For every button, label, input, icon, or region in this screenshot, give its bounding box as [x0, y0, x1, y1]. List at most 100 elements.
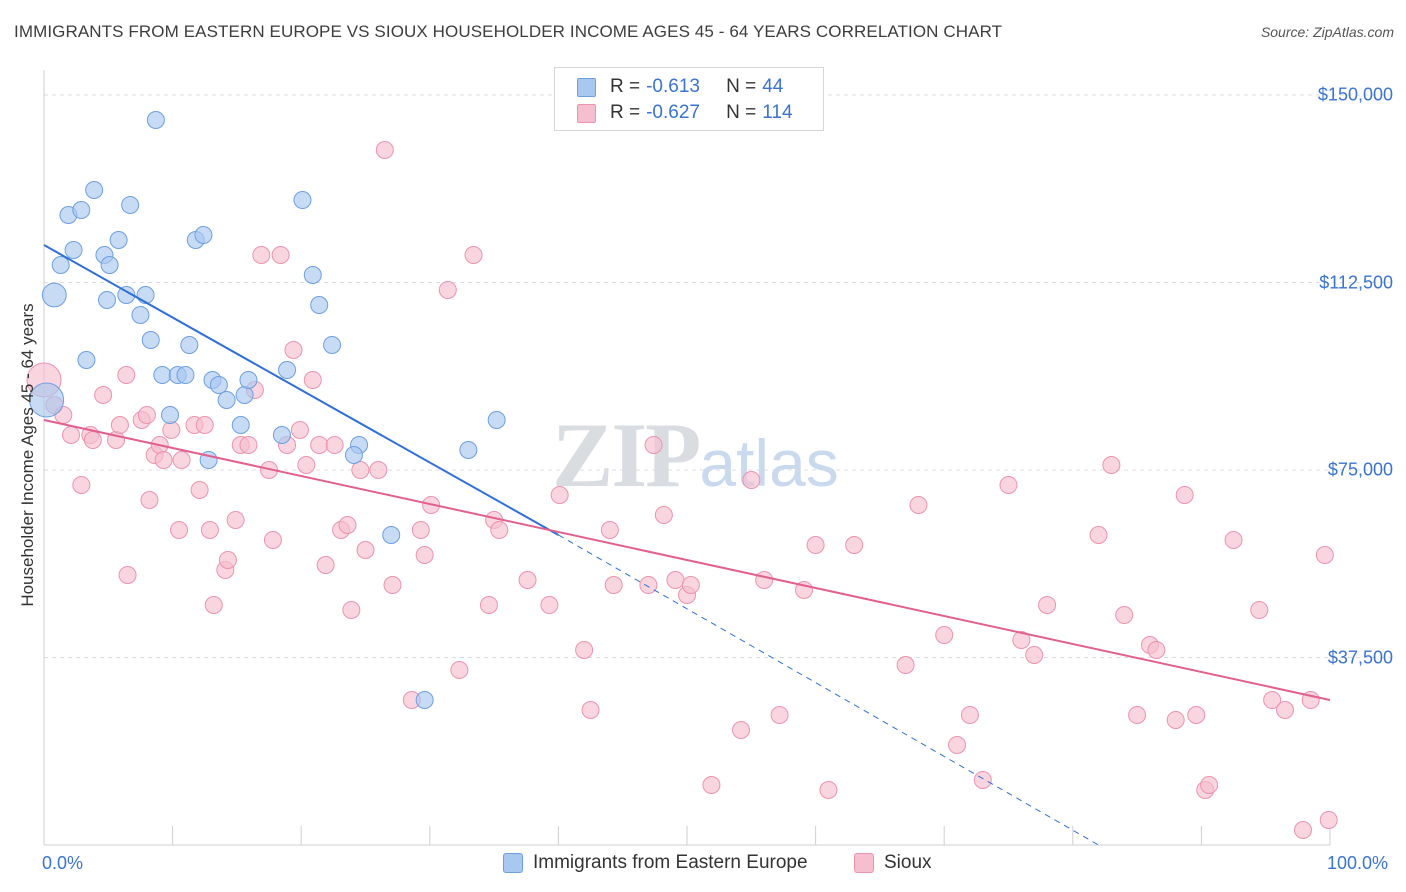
eastern-europe-point: [310, 296, 329, 314]
sioux-point: [118, 566, 137, 584]
sioux-point: [702, 776, 721, 794]
eastern-europe-point: [415, 691, 434, 709]
legend-n-label: N =: [726, 76, 757, 97]
bottom-legend-sioux: Sioux: [854, 852, 932, 874]
sioux-point: [342, 601, 361, 619]
eastern-europe-point: [176, 366, 195, 384]
sioux-point: [1224, 531, 1243, 549]
sioux-point: [356, 541, 375, 559]
chart-title: IMMIGRANTS FROM EASTERN EUROPE VS SIOUX …: [14, 22, 1003, 41]
legend-n-value: 44: [762, 76, 784, 97]
sioux-point: [383, 576, 402, 594]
eastern-europe-trendline: [43, 244, 559, 536]
sioux-point: [190, 481, 209, 499]
sioux-point: [200, 521, 219, 539]
sioux-point: [325, 436, 344, 454]
sioux-point: [316, 556, 335, 574]
eastern-europe-trendline-extension: [558, 534, 1099, 846]
eastern-europe-point: [382, 526, 401, 544]
sioux-point: [1089, 526, 1108, 544]
legend-r-label: R =: [610, 102, 641, 123]
eastern-europe-point: [487, 411, 506, 429]
eastern-europe-point: [109, 231, 128, 249]
legend-row-sioux: R = -0.627 N = 114: [577, 101, 793, 125]
sioux-point: [464, 246, 483, 264]
sioux-point: [550, 486, 569, 504]
legend-n-value: 114: [762, 102, 793, 123]
sioux-point: [1250, 601, 1269, 619]
sioux-point: [654, 506, 673, 524]
sioux-point: [644, 436, 663, 454]
sioux-point: [450, 661, 469, 679]
eastern-europe-point: [85, 181, 104, 199]
bottom-legend-swatch-blue: [503, 853, 523, 873]
sioux-point: [252, 246, 271, 264]
sioux-point: [1128, 706, 1147, 724]
bottom-legend-label: Sioux: [884, 852, 932, 873]
sioux-point: [960, 706, 979, 724]
sioux-point: [1315, 546, 1334, 564]
bottom-legend-swatch-pink: [854, 853, 874, 873]
bottom-legend-eastern-europe: Immigrants from Eastern Europe: [503, 852, 808, 874]
sioux-point: [369, 461, 388, 479]
sioux-point: [290, 421, 309, 439]
sioux-point: [375, 141, 394, 159]
sioux-point: [271, 246, 290, 264]
legend-r-value: -0.613: [646, 76, 700, 97]
y-tick-label: $37,500: [1327, 647, 1393, 667]
y-tick-label: $112,500: [1319, 272, 1393, 292]
eastern-europe-point: [303, 266, 322, 284]
eastern-europe-point: [77, 351, 96, 369]
watermark-atlas: atlas: [699, 426, 839, 500]
eastern-europe-point: [64, 241, 83, 259]
watermark: ZIPatlas: [552, 402, 839, 508]
sioux-point: [604, 576, 623, 594]
eastern-europe-point: [153, 366, 172, 384]
sioux-point: [140, 491, 159, 509]
eastern-europe-point: [136, 286, 155, 304]
sioux-point: [639, 576, 658, 594]
sioux-point: [62, 426, 81, 444]
legend-r-value: -0.627: [646, 102, 700, 123]
eastern-europe-point: [121, 196, 140, 214]
sioux-point: [1115, 606, 1134, 624]
sioux-point: [999, 476, 1018, 494]
legend-swatch-blue: [577, 77, 596, 97]
eastern-europe-point: [51, 256, 70, 274]
sioux-point: [575, 641, 594, 659]
sioux-point: [310, 436, 329, 454]
sioux-point: [110, 416, 129, 434]
eastern-europe-point: [272, 426, 291, 444]
sioux-point: [162, 421, 181, 439]
legend-row-eastern-europe: R = -0.613 N = 44: [577, 75, 783, 99]
sioux-point: [72, 476, 91, 494]
sioux-point: [1275, 701, 1294, 719]
eastern-europe-point: [98, 291, 117, 309]
sioux-point: [137, 406, 156, 424]
sioux-point: [935, 626, 954, 644]
sioux-point: [845, 536, 864, 554]
sioux-point: [1025, 646, 1044, 664]
eastern-europe-point: [344, 446, 363, 464]
sioux-point: [204, 596, 223, 614]
eastern-europe-point: [239, 371, 258, 389]
legend-swatch-pink: [577, 103, 596, 123]
eastern-europe-point: [29, 382, 65, 418]
correlation-legend: R = -0.613 N = 44 R = -0.627 N = 114: [554, 67, 824, 131]
sioux-point: [770, 706, 789, 724]
eastern-europe-point: [217, 391, 236, 409]
x-tick-label-min: 0.0%: [42, 853, 84, 873]
eastern-europe-point: [141, 331, 160, 349]
sioux-point: [732, 721, 751, 739]
eastern-europe-point: [72, 201, 91, 219]
eastern-europe-point: [41, 282, 67, 308]
eastern-europe-point: [117, 286, 136, 304]
sioux-point: [218, 551, 237, 569]
y-tick-label: $75,000: [1327, 459, 1393, 480]
sioux-point: [1166, 711, 1185, 729]
sioux-point: [1293, 821, 1312, 839]
sioux-point: [303, 371, 322, 389]
sioux-point: [1102, 456, 1121, 474]
sioux-point: [226, 511, 245, 529]
y-axis-label: Householder Income Ages 45 - 64 years: [18, 303, 37, 607]
